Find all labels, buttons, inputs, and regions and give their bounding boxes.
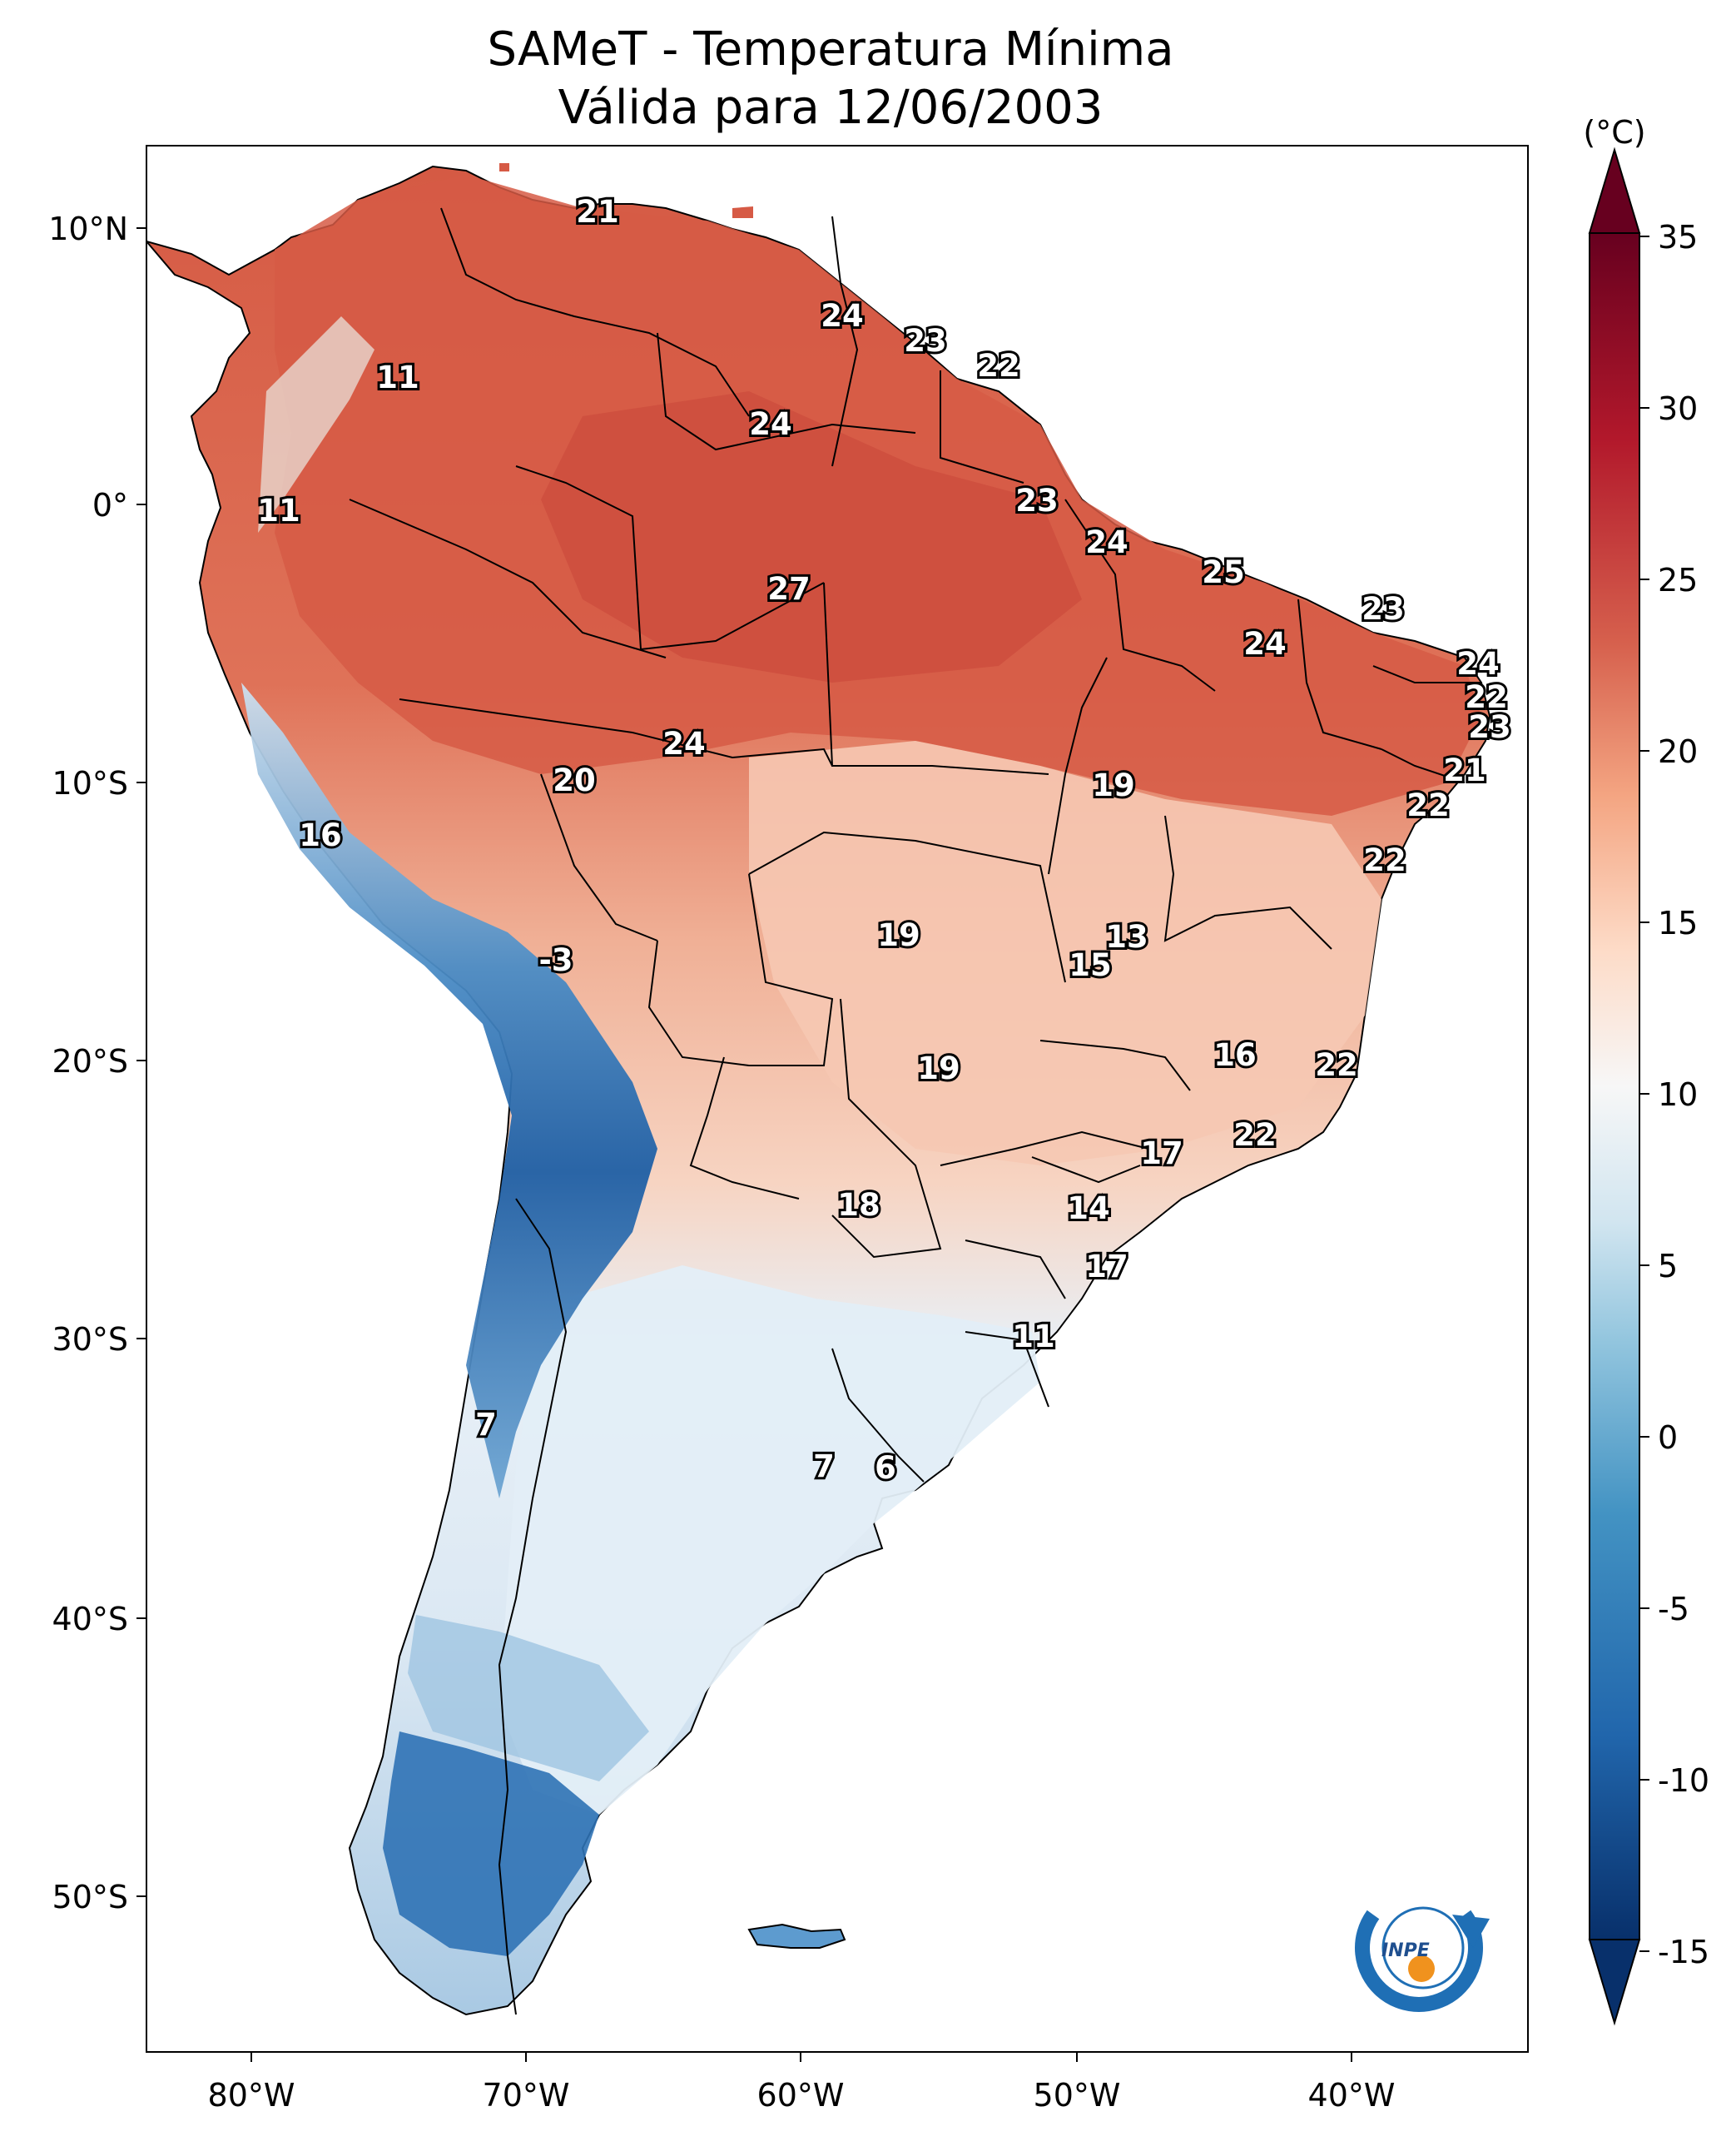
logo-arrow-icon: [1452, 1915, 1490, 1948]
colorbar-tick-label: 15: [1658, 905, 1698, 941]
map-border: [146, 145, 1529, 2053]
map-value: 22: [1406, 787, 1450, 823]
map-value: 14: [1067, 1190, 1110, 1226]
map-value: 17: [1140, 1135, 1183, 1171]
map-value: 7: [813, 1448, 835, 1484]
map-value: -3: [538, 942, 573, 978]
title-line-2: Válida para 12/06/2003: [558, 81, 1104, 135]
map-value: 16: [1213, 1037, 1257, 1073]
andes-cold-band: [241, 683, 657, 1498]
map-value: 22: [1315, 1047, 1358, 1083]
logo-sun-icon: [1408, 1955, 1435, 1982]
colorbar-tick-label: 30: [1658, 390, 1698, 427]
lon-tick-label: 50°W: [1034, 2077, 1121, 2114]
map-value: 22: [1363, 842, 1406, 878]
map-value: 23: [1015, 483, 1059, 519]
map-value: 23: [904, 323, 947, 359]
political-borders: [349, 207, 1481, 2015]
map-value: 21: [1443, 753, 1486, 788]
colorbar-tick-label: 10: [1658, 1076, 1698, 1113]
map-value: 22: [977, 348, 1020, 384]
colorbar: (°C) 35 30 25 20 15 10 5 0 -5 -10 -15: [1583, 114, 1709, 2026]
map-value: 25: [1202, 554, 1245, 590]
colorbar-min-arrow: [1588, 1939, 1641, 2026]
map-value: 23: [1468, 709, 1511, 745]
falkland-islands: [747, 1923, 846, 1949]
map-value: 24: [1243, 626, 1287, 662]
colorbar-tick-label: 20: [1658, 733, 1698, 770]
cool-region-south: [499, 1265, 1040, 1815]
map-value: 11: [257, 493, 300, 529]
lon-tick-label: 60°W: [757, 2077, 845, 2114]
colorbar-tick-label: -5: [1658, 1591, 1689, 1627]
colorbar-gradient: [1589, 232, 1640, 1940]
lat-tick-label: 20°S: [52, 1043, 128, 1080]
map-value: 24: [1456, 646, 1500, 682]
map-value: 22: [1233, 1117, 1277, 1153]
map-value: 20: [553, 763, 596, 798]
patagonia-transition: [408, 1615, 649, 1781]
map-value: 7: [475, 1407, 497, 1443]
colorbar-unit-label: (°C): [1583, 114, 1645, 151]
map-value: 19: [917, 1051, 960, 1086]
map-value: 24: [821, 298, 864, 334]
map-value: 17: [1085, 1249, 1128, 1284]
colorbar-tick-label: 5: [1658, 1248, 1678, 1284]
latitude-axis: 10°N 0° 10°S 20°S 30°S 40°S 50°S: [48, 211, 146, 1915]
lat-tick-label: 50°S: [52, 1879, 128, 1915]
lon-tick-label: 40°W: [1308, 2077, 1396, 2114]
map-value: 15: [1069, 947, 1112, 983]
colorbar-tick-label: 35: [1658, 219, 1698, 256]
colorbar-tick-label: -10: [1658, 1762, 1709, 1799]
map-value: 19: [1092, 768, 1135, 803]
map-value: 19: [877, 917, 920, 953]
map-value: 18: [837, 1187, 880, 1223]
map-value: 11: [376, 360, 419, 395]
map-value: 23: [1362, 591, 1405, 627]
map-value: 22: [1465, 679, 1508, 715]
lat-tick-label: 10°S: [52, 765, 128, 802]
map-value-labels: 21 11 24 23 22 24 11 23 24 27 25 23 24 2…: [255, 191, 1514, 1488]
map-content: [146, 163, 1491, 2016]
map-value: 24: [749, 406, 792, 442]
colorbar-max-arrow: [1588, 147, 1641, 234]
lat-tick-label: 30°S: [52, 1321, 128, 1358]
title-line-1: SAMeT - Temperatura Mínima: [487, 22, 1173, 77]
lat-tick-label: 40°S: [52, 1601, 128, 1637]
patagonia-cold: [383, 1731, 599, 1956]
map-value: 6: [875, 1450, 896, 1486]
logo-arc: [1355, 1910, 1483, 2012]
hot-region-amazon: [541, 391, 1082, 683]
inpe-logo: INPE: [1355, 1906, 1490, 2012]
map-value: 24: [662, 726, 706, 762]
map-value: 27: [767, 571, 811, 607]
lat-tick-label: 10°N: [48, 211, 128, 247]
logo-text: INPE: [1381, 1940, 1430, 1961]
longitude-axis: 80°W 70°W 60°W 50°W 40°W: [208, 2052, 1396, 2114]
logo-circle: [1381, 1906, 1465, 1990]
map-value: 24: [1085, 524, 1128, 560]
map-value: 16: [299, 817, 342, 853]
mild-region-central: [749, 741, 1381, 1165]
map-value: 21: [576, 194, 619, 230]
lat-tick-label: 0°: [92, 487, 128, 524]
colorbar-tick-label: 25: [1658, 562, 1698, 599]
lon-tick-label: 80°W: [208, 2077, 295, 2114]
colorbar-tick-label: 0: [1658, 1419, 1678, 1456]
andes-north-cool: [258, 316, 374, 533]
map-value: 13: [1105, 919, 1148, 955]
colorbar-tick-label: -15: [1658, 1934, 1709, 1970]
lon-tick-label: 70°W: [483, 2077, 570, 2114]
map-value: 11: [1012, 1319, 1055, 1354]
colorbar-ticks: [1639, 236, 1649, 1952]
